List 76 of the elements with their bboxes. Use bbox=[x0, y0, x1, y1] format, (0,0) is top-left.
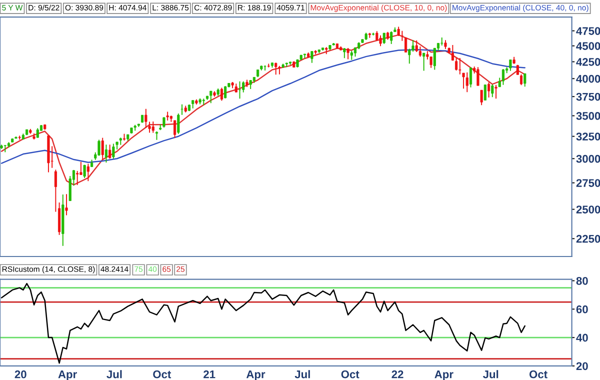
x-tick-label: Oct bbox=[341, 370, 360, 378]
y-tick-label: 20 bbox=[576, 362, 588, 370]
candlestick bbox=[112, 143, 115, 160]
candlestick bbox=[54, 169, 57, 212]
candlestick bbox=[487, 82, 490, 98]
x-tick-label: Jul bbox=[482, 370, 498, 378]
candlestick bbox=[440, 37, 444, 46]
y-tick-label: 2750 bbox=[576, 179, 600, 187]
candlestick bbox=[58, 202, 61, 236]
candlestick bbox=[382, 32, 386, 44]
candlestick bbox=[404, 37, 408, 53]
y-tick-label: 60 bbox=[576, 305, 588, 314]
y-tick-label: 2250 bbox=[576, 234, 600, 243]
candlestick bbox=[422, 52, 426, 72]
x-tick-label: Apr bbox=[58, 370, 77, 380]
y-tick-label: 2500 bbox=[576, 206, 600, 214]
candlestick bbox=[494, 84, 498, 100]
candlestick bbox=[480, 90, 483, 106]
candlestick bbox=[36, 128, 39, 138]
y-tick-label: 3750 bbox=[576, 92, 600, 101]
candlestick bbox=[418, 46, 422, 58]
candlestick bbox=[220, 87, 223, 102]
y-tick-label: 3500 bbox=[576, 112, 600, 120]
y-tick-label: 80 bbox=[576, 276, 588, 285]
candlestick bbox=[104, 144, 108, 164]
candlestick bbox=[108, 144, 112, 160]
x-tick-label: Oct bbox=[529, 370, 548, 378]
candlestick bbox=[415, 40, 418, 53]
x-tick-label: Apr bbox=[434, 370, 454, 380]
candlestick bbox=[65, 194, 68, 216]
candlestick bbox=[274, 62, 278, 76]
y-tick-label: 40 bbox=[576, 334, 588, 342]
candlestick bbox=[484, 84, 486, 101]
candlestick bbox=[451, 44, 454, 62]
y-tick-label: 3000 bbox=[576, 154, 600, 163]
x-tick-label: Oct bbox=[153, 370, 172, 378]
y-tick-label: 4000 bbox=[576, 74, 600, 83]
candlestick bbox=[469, 67, 472, 88]
candlestick bbox=[343, 47, 346, 59]
candlestick bbox=[476, 66, 480, 86]
candlestick bbox=[310, 50, 314, 64]
y-tick-label: 4500 bbox=[576, 42, 600, 50]
candlestick bbox=[520, 74, 523, 86]
x-tick-label: 20 bbox=[14, 370, 26, 378]
candlestick bbox=[455, 57, 458, 72]
candlestick bbox=[210, 90, 212, 104]
x-tick-label: Jul bbox=[106, 370, 122, 378]
candlestick bbox=[162, 116, 166, 128]
candlestick bbox=[86, 163, 90, 182]
candlestick bbox=[76, 170, 79, 186]
candlestick bbox=[101, 137, 104, 160]
candlestick bbox=[502, 68, 505, 86]
candlestick bbox=[524, 72, 526, 88]
candlestick bbox=[144, 108, 148, 128]
candlestick bbox=[173, 120, 176, 138]
candlestick bbox=[458, 57, 462, 75]
candlestick bbox=[152, 120, 154, 134]
candlestick bbox=[491, 84, 494, 98]
candlestick bbox=[98, 139, 100, 156]
candlestick bbox=[346, 47, 350, 60]
candlestick bbox=[242, 80, 245, 93]
candlestick bbox=[390, 30, 393, 44]
x-tick-label: Jul bbox=[294, 370, 310, 378]
candlestick bbox=[509, 59, 512, 72]
candlestick bbox=[224, 86, 227, 99]
candlestick bbox=[379, 34, 382, 47]
x-tick-label: 22 bbox=[392, 370, 404, 378]
y-tick-label: 4750 bbox=[576, 27, 600, 35]
x-tick-label: 21 bbox=[204, 370, 216, 378]
y-tick-label: 3250 bbox=[576, 132, 600, 141]
candlestick bbox=[400, 30, 404, 42]
y-tick-label: 4250 bbox=[576, 58, 600, 66]
candlestick bbox=[466, 72, 468, 93]
candlestick bbox=[83, 164, 86, 178]
line-series bbox=[0, 282, 526, 364]
x-tick-label: Apr bbox=[246, 370, 266, 380]
